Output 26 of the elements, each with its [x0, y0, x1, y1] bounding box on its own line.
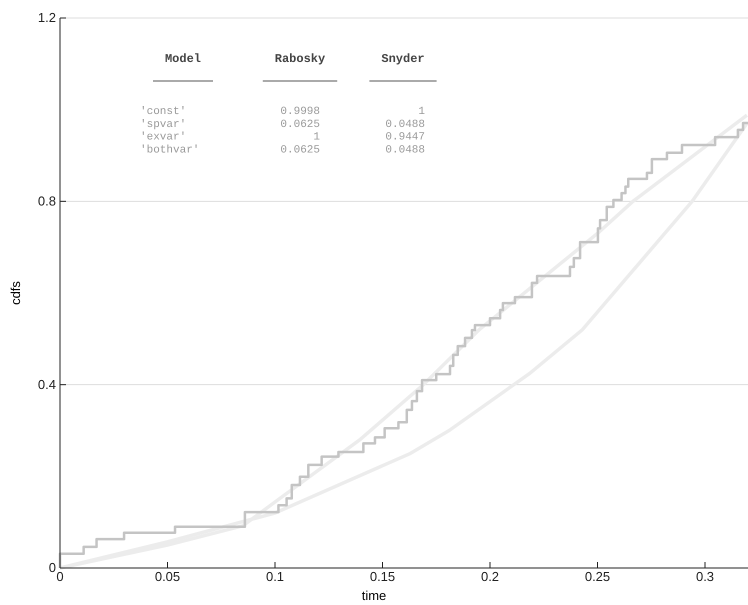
x-tick-label: 0.15	[370, 569, 396, 584]
x-tick-label: 0.3	[696, 569, 714, 584]
annotation: 'const'	[140, 106, 186, 118]
x-tick-label: 0.2	[480, 569, 500, 584]
annotation: 0.9998	[280, 106, 320, 118]
x-axis-title: time	[362, 588, 386, 603]
x-tick-label: 0.05	[154, 569, 180, 584]
annotation: 0.0625	[280, 144, 320, 156]
annotation: 0.0488	[385, 118, 425, 131]
y-tick-label: 0.8	[38, 193, 56, 208]
x-tick-label: 0.25	[584, 569, 610, 584]
annotation: 'spvar'	[140, 118, 186, 131]
annotation: 0.0625	[280, 118, 320, 131]
annotation: Snyder	[381, 52, 425, 66]
annotation: 0.9447	[385, 132, 425, 144]
annotation: 1	[418, 106, 426, 118]
annotation: Rabosky	[274, 52, 326, 66]
y-tick-label: 1.2	[38, 10, 56, 26]
x-tick-label: 0.1	[266, 569, 284, 584]
annotation: 1	[313, 132, 320, 144]
annotation: 'bothvar'	[140, 144, 200, 156]
annotation: 'exvar'	[140, 132, 186, 144]
annotation: Model	[164, 52, 202, 66]
y-axis-title: cdfs	[8, 280, 23, 305]
annotation: 0.0488	[385, 144, 425, 156]
y-tick-label: 0.4	[38, 376, 56, 392]
